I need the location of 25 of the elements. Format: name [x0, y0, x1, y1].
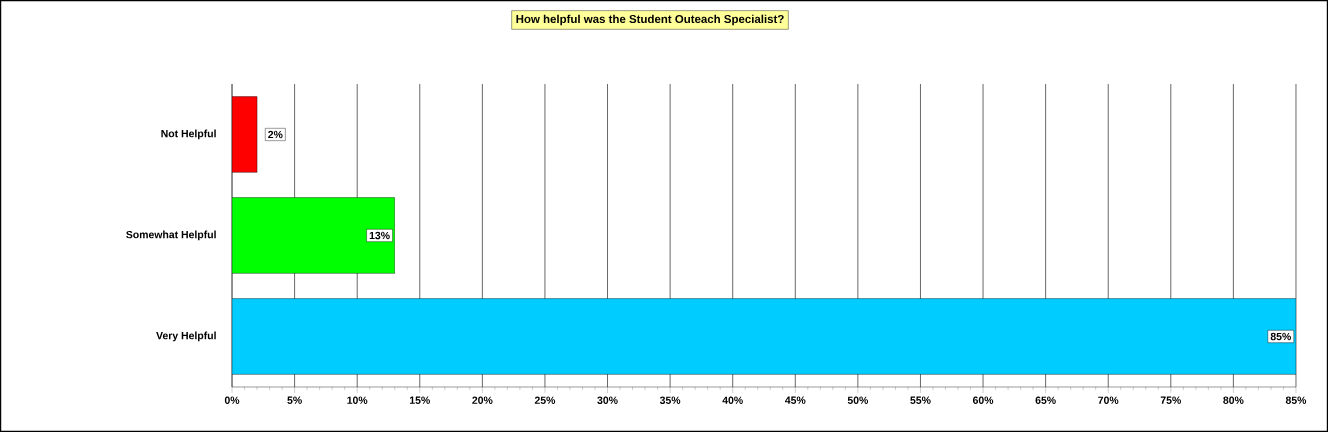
x-tick-label: 30%	[597, 396, 618, 404]
data-label: 2%	[268, 130, 283, 139]
x-tick-label: 60%	[972, 396, 994, 404]
y-tick-label: Very Helpful	[156, 331, 216, 342]
x-tick-label: 85%	[1285, 396, 1307, 404]
x-tick-label: 25%	[534, 396, 556, 404]
x-tick-label: 65%	[1035, 396, 1056, 404]
x-tick-label: 80%	[1223, 396, 1244, 404]
x-tick-label: 40%	[722, 396, 743, 404]
x-tick-label: 70%	[1098, 396, 1119, 404]
x-tick-label: 55%	[910, 396, 931, 404]
x-tick-label: 75%	[1160, 396, 1181, 404]
x-tick-label: 50%	[847, 396, 869, 404]
x-tick-label: 10%	[347, 396, 368, 404]
data-label: 85%	[1270, 332, 1291, 341]
x-tick-label: 0%	[224, 396, 240, 404]
data-label: 13%	[369, 231, 390, 240]
chart-title: How helpful was the Student Outeach Specialist?	[516, 14, 784, 26]
x-tick-label: 15%	[409, 396, 430, 404]
y-tick-label: Not Helpful	[161, 129, 216, 140]
y-tick-label: Somewhat Helpful	[126, 230, 216, 241]
x-tick-label: 5%	[287, 396, 302, 404]
x-tick-label: 45%	[784, 396, 806, 404]
x-tick-label: 35%	[659, 396, 681, 404]
x-tick-label: 20%	[472, 396, 493, 404]
